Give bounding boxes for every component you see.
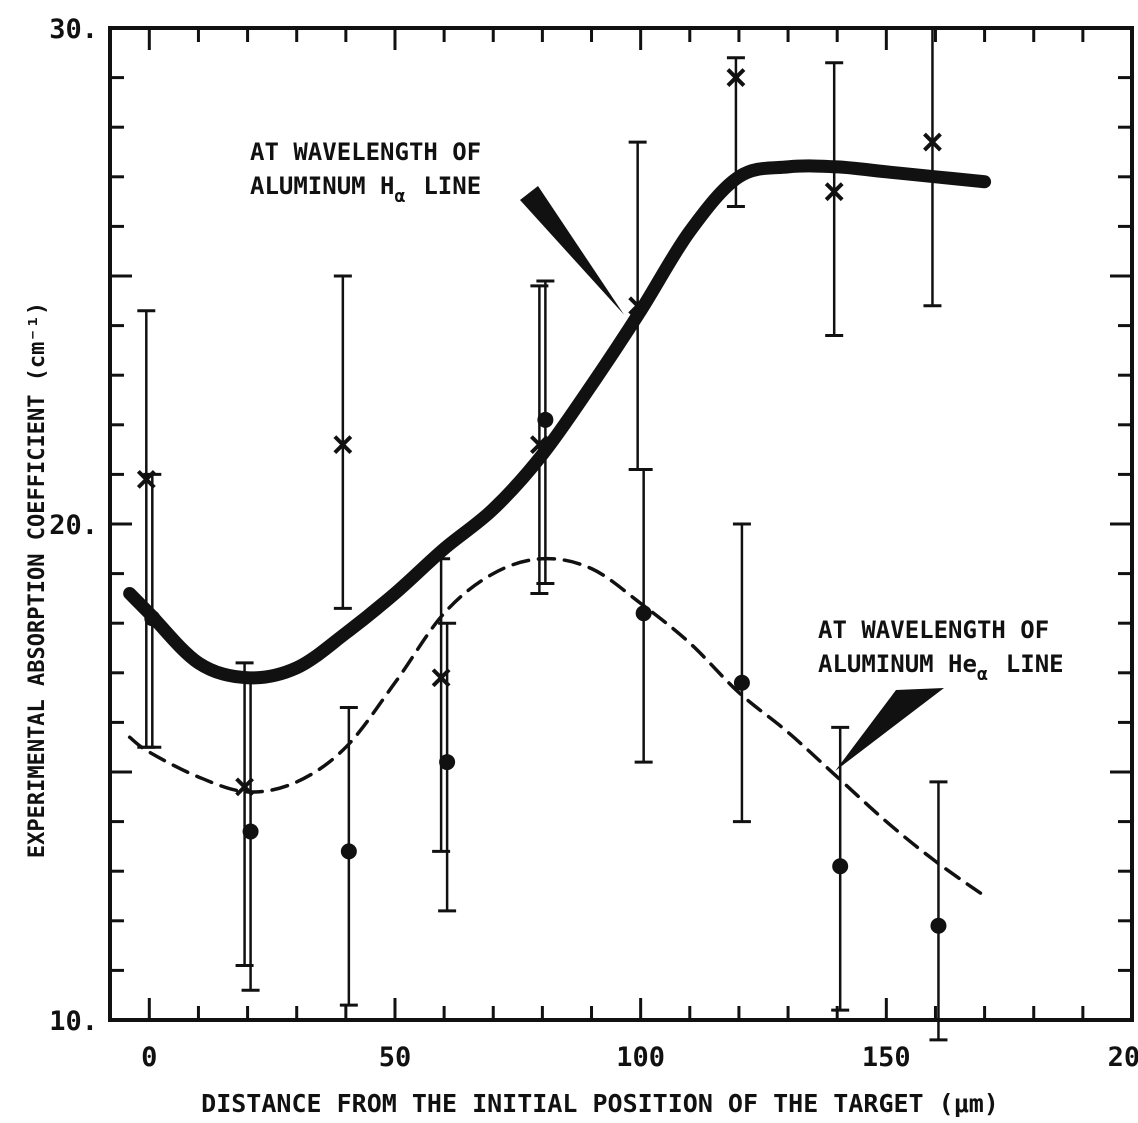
dot-marker: [635, 605, 652, 622]
dot-marker: [144, 610, 161, 627]
x-tick-label: 150: [862, 1042, 911, 1073]
axis-ticks: [110, 26, 1134, 1022]
x-marker: [529, 435, 549, 455]
x-marker: [136, 469, 156, 489]
x-tick-label: 100: [616, 1042, 665, 1073]
x-axis-title: DISTANCE FROM THE INITIAL POSITION OF TH…: [201, 1089, 999, 1118]
data-markers: [136, 68, 947, 934]
tick-labels: 0 50 100 150 200 10. 20. 30.: [49, 14, 1138, 1073]
x-marker: [824, 182, 844, 202]
y-axis-title: EXPERIMENTAL ABSORPTION COEFFICIENT (cm⁻…: [25, 302, 50, 858]
dot-marker: [832, 858, 849, 875]
y-tick-label: 10.: [49, 1006, 98, 1037]
x-tick-label: 200: [1108, 1042, 1138, 1073]
annotation-arrow-h-alpha: [520, 186, 625, 315]
y-tick-label: 30.: [49, 14, 98, 45]
dot-marker: [733, 674, 750, 691]
dot-marker: [930, 917, 947, 934]
x-tick-label: 0: [141, 1042, 157, 1073]
x-marker: [628, 296, 648, 316]
annotation-arrow-he-alpha: [835, 688, 944, 771]
annotation-he-alpha-line1: AT WAVELENGTH OF: [818, 616, 1049, 644]
dot-marker: [537, 411, 554, 428]
x-marker: [431, 668, 451, 688]
annotation-h-alpha-line2: ALUMINUM Hα LINE: [250, 172, 481, 207]
dot-marker: [439, 754, 456, 771]
fit-curves: [123, 159, 992, 898]
x-tick-label: 50: [379, 1042, 412, 1073]
x-marker: [923, 132, 942, 152]
dot-marker: [340, 843, 357, 860]
annotation-h-alpha-line1: AT WAVELENGTH OF: [250, 138, 481, 166]
annotation-he-alpha-line2: ALUMINUM Heα LINE: [818, 650, 1064, 685]
y-tick-label: 20.: [49, 510, 98, 541]
h-alpha-curve: [123, 159, 992, 685]
x-marker: [726, 68, 746, 88]
dot-marker: [242, 823, 259, 840]
x-marker: [235, 777, 254, 797]
he-alpha-curve: [127, 556, 987, 898]
x-marker: [333, 435, 353, 455]
